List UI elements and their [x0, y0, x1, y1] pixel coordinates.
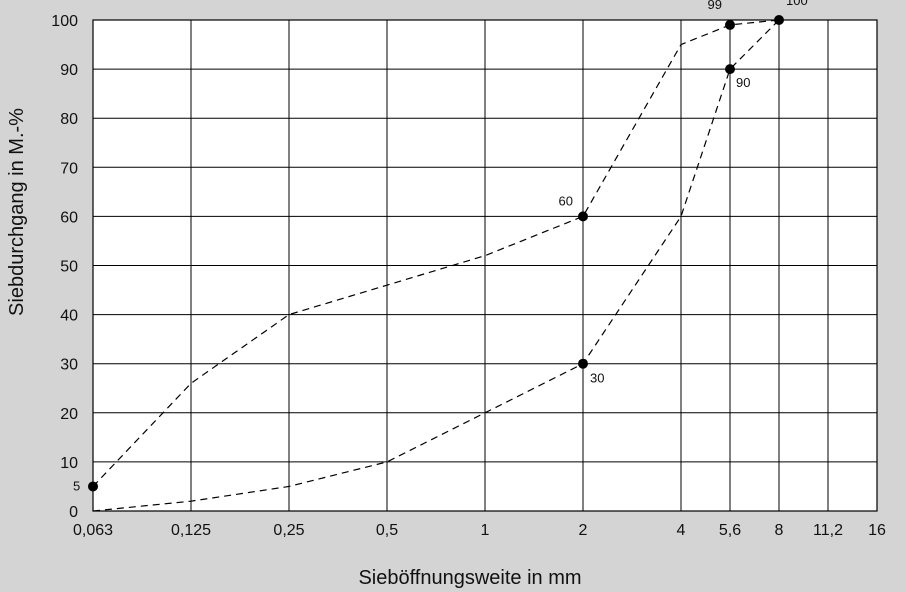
grid-lines [92, 19, 878, 512]
data-point-3 [725, 19, 735, 30]
series-group [92, 19, 780, 512]
y-tick-label-2: 20 [60, 406, 78, 423]
x-tick-label-5: 2 [579, 522, 588, 539]
y-tick-label-7: 70 [60, 160, 78, 177]
y-axis-title: Siebdurchgang in M.-% [6, 108, 28, 316]
x-tick-label-4: 1 [481, 522, 490, 539]
data-label-4: 90 [736, 75, 750, 90]
series-line-1 [92, 19, 780, 512]
data-point-5 [774, 15, 784, 25]
series-line-0 [92, 19, 780, 487]
data-point-1 [578, 211, 588, 222]
x-tick-label-3: 0,5 [376, 522, 398, 539]
x-tick-label-6: 4 [677, 522, 686, 539]
data-point-2 [578, 358, 588, 369]
y-tick-label-6: 60 [60, 209, 78, 226]
x-tick-label-1: 0,125 [171, 522, 211, 539]
data-label-0: 5 [73, 478, 80, 493]
point-markers: 5 60 30 99 90 100 [73, 0, 808, 493]
x-tick-label-0: 0,063 [73, 522, 113, 539]
y-tick-label-3: 30 [60, 357, 78, 374]
data-label-5: 100 [786, 0, 808, 8]
data-label-2: 30 [590, 371, 604, 386]
y-tick-labels: 0 10 20 30 40 50 60 70 80 90 100 [51, 13, 78, 521]
y-tick-label-8: 80 [60, 111, 78, 128]
x-tick-label-9: 11,2 [813, 522, 843, 539]
y-tick-label-1: 10 [60, 455, 78, 472]
x-tick-labels: 0,063 0,125 0,25 0,5 1 2 4 5,6 8 11,2 16 [73, 522, 886, 539]
y-tick-label-10: 100 [51, 13, 78, 30]
x-tick-label-10: 16 [868, 522, 886, 539]
x-tick-label-8: 8 [775, 522, 784, 539]
data-point-0 [88, 481, 98, 492]
x-tick-label-7: 5,6 [719, 522, 741, 539]
y-tick-label-0: 0 [69, 504, 78, 521]
x-tick-label-2: 0,25 [273, 522, 304, 539]
x-axis-title: Sieböffnungsweite in mm [358, 567, 581, 589]
data-label-1: 60 [559, 193, 573, 208]
y-tick-label-4: 40 [60, 308, 78, 325]
y-tick-label-5: 50 [60, 259, 78, 276]
y-tick-label-9: 90 [60, 62, 78, 79]
data-label-3: 99 [708, 0, 722, 12]
data-point-4 [725, 64, 735, 75]
